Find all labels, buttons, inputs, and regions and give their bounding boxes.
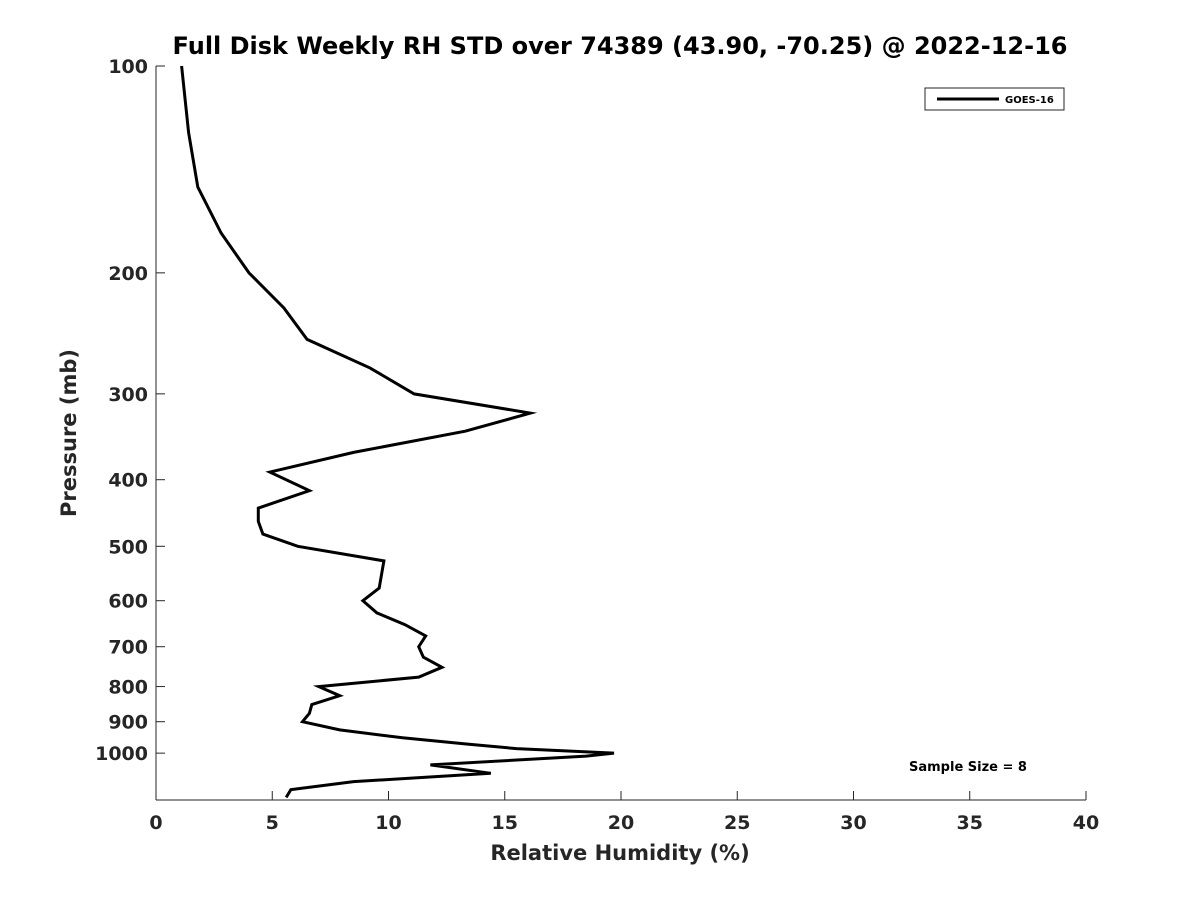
y-tick-label: 600: [108, 591, 148, 613]
x-tick-label: 25: [724, 812, 750, 834]
y-ticks: 100 200 300 400 500 600 700 800 900 1000: [95, 56, 165, 765]
x-tick-label: 0: [149, 812, 162, 834]
chart-title: Full Disk Weekly RH STD over 74389 (43.9…: [173, 32, 1068, 60]
x-axis-label: Relative Humidity (%): [490, 841, 749, 865]
y-tick-label: 800: [108, 677, 148, 699]
x-tick-label: 40: [1073, 812, 1099, 834]
y-tick-label: 1000: [95, 743, 148, 765]
series-line-goes-16: [180, 65, 615, 799]
x-tick-label: 35: [957, 812, 983, 834]
y-tick-label: 200: [108, 263, 148, 285]
x-tick-label: 10: [375, 812, 401, 834]
legend-entry-goes-16: GOES-16: [1005, 95, 1054, 106]
x-tick-label: 20: [608, 812, 634, 834]
y-tick-label: 400: [108, 470, 148, 492]
x-tick-label: 30: [840, 812, 866, 834]
y-axis-label: Pressure (mb): [57, 349, 81, 517]
series-layer: [180, 65, 615, 799]
legend: GOES-16: [924, 87, 1065, 111]
y-tick-label: 300: [108, 384, 148, 406]
y-tick-label: 900: [108, 712, 148, 734]
x-ticks: 0 5 10 15 20 25 30 35 40: [149, 791, 1099, 834]
y-tick-label: 100: [108, 56, 148, 78]
y-tick-label: 500: [108, 536, 148, 558]
plot-axes: [155, 66, 1086, 801]
y-tick-label: 700: [108, 637, 148, 659]
sample-size-annotation: Sample Size = 8: [909, 760, 1027, 775]
x-tick-label: 5: [266, 812, 279, 834]
x-tick-label: 15: [492, 812, 518, 834]
